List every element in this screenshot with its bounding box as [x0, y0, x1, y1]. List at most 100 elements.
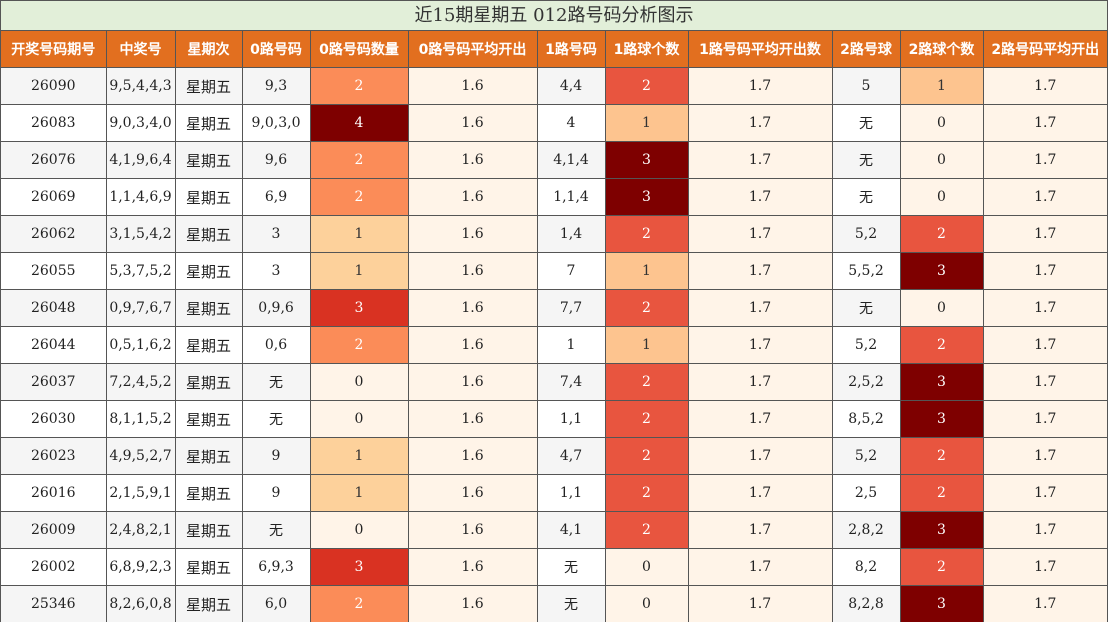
route1-numbers-cell: 4 [536, 104, 606, 142]
issue-cell: 26009 [1, 511, 107, 549]
winning-numbers-cell: 2,1,5,9,1 [105, 474, 176, 512]
table-row: 25346 8,2,6,0,8 星期五 6,0 2 1.6 无 0 1.7 8,2,8 3 1.7 [1, 585, 1107, 622]
route1-avg-cell: 1.7 [687, 585, 833, 622]
winning-numbers-cell: 1,1,4,6,9 [105, 178, 176, 216]
route0-avg-cell: 1.6 [407, 104, 538, 142]
route0-count-cell: 2 [309, 141, 409, 179]
route2-numbers-cell: 无 [831, 289, 901, 327]
issue-cell: 26030 [1, 400, 107, 438]
route0-count-cell: 0 [309, 400, 409, 438]
winning-numbers-cell: 4,1,9,6,4 [105, 141, 176, 179]
route0-numbers-cell: 无 [241, 400, 311, 438]
route2-avg-cell: 1.7 [982, 585, 1107, 622]
route0-avg-cell: 1.6 [407, 215, 538, 253]
route2-count-cell: 0 [899, 141, 984, 179]
weekday-cell: 星期五 [174, 585, 243, 622]
route2-avg-cell: 1.7 [982, 474, 1107, 512]
route2-numbers-cell: 5,2 [831, 215, 901, 253]
issue-cell: 26037 [1, 363, 107, 401]
issue-cell: 26044 [1, 326, 107, 364]
route1-avg-cell: 1.7 [687, 67, 833, 105]
route0-numbers-cell: 0,9,6 [241, 289, 311, 327]
route1-avg-cell: 1.7 [687, 141, 833, 179]
winning-numbers-cell: 4,9,5,2,7 [105, 437, 176, 475]
route0-count-cell: 4 [309, 104, 409, 142]
header-cell-route0-count: 0路号码数量 [309, 31, 409, 68]
weekday-cell: 星期五 [174, 252, 243, 290]
table-row: 26009 2,4,8,2,1 星期五无 0 1.6 4,1 2 1.7 2,8,2 3 1.7 [1, 511, 1107, 549]
route0-numbers-cell: 6,9,3 [241, 548, 311, 586]
route1-count-cell: 2 [604, 215, 689, 253]
route0-count-cell: 2 [309, 178, 409, 216]
route1-count-cell: 2 [604, 437, 689, 475]
route1-count-cell: 2 [604, 289, 689, 327]
route2-avg-cell: 1.7 [982, 548, 1107, 586]
route1-numbers-cell: 无 [536, 585, 606, 622]
weekday-cell: 星期五 [174, 104, 243, 142]
route2-count-cell: 0 [899, 104, 984, 142]
route1-numbers-cell: 4,7 [536, 437, 606, 475]
route1-avg-cell: 1.7 [687, 511, 833, 549]
route1-numbers-cell: 1,1 [536, 400, 606, 438]
route1-numbers-cell: 4,1,4 [536, 141, 606, 179]
table-row: 26055 5,3,7,5,2 星期五 3 1 1.6 7 1 1.7 5,5,2 3 1.7 [1, 252, 1107, 290]
route2-numbers-cell: 2,5 [831, 474, 901, 512]
route2-count-cell: 0 [899, 178, 984, 216]
route0-avg-cell: 1.6 [407, 437, 538, 475]
header-cell-route2-count: 2路球个数 [899, 31, 984, 68]
winning-numbers-cell: 0,9,7,6,7 [105, 289, 176, 327]
route2-numbers-cell: 5 [831, 67, 901, 105]
route1-numbers-cell: 无 [536, 548, 606, 586]
route1-count-cell: 1 [604, 326, 689, 364]
header-cell-route1-numbers: 1路号码 [536, 31, 606, 68]
route1-count-cell: 3 [604, 141, 689, 179]
route2-avg-cell: 1.7 [982, 67, 1107, 105]
route2-avg-cell: 1.7 [982, 252, 1107, 290]
route2-avg-cell: 1.7 [982, 363, 1107, 401]
route2-numbers-cell: 无 [831, 178, 901, 216]
route1-avg-cell: 1.7 [687, 104, 833, 142]
route0-numbers-cell: 6,9 [241, 178, 311, 216]
route1-numbers-cell: 7 [536, 252, 606, 290]
route1-numbers-cell: 1 [536, 326, 606, 364]
route0-avg-cell: 1.6 [407, 400, 538, 438]
route2-count-cell: 2 [899, 548, 984, 586]
table-row: 26069 1,1,4,6,9 星期五 6,9 2 1.6 1,1,4 3 1.7 无 0 1.7 [1, 178, 1107, 216]
route0-avg-cell: 1.6 [407, 289, 538, 327]
route0-avg-cell: 1.6 [407, 585, 538, 622]
route2-count-cell: 3 [899, 252, 984, 290]
route0-numbers-cell: 3 [241, 252, 311, 290]
weekday-cell: 星期五 [174, 178, 243, 216]
route1-avg-cell: 1.7 [687, 474, 833, 512]
route0-numbers-cell: 9,0,3,0 [241, 104, 311, 142]
route1-numbers-cell: 1,4 [536, 215, 606, 253]
weekday-cell: 星期五 [174, 215, 243, 253]
issue-cell: 25346 [1, 585, 107, 622]
table-title: 近15期星期五 012路号码分析图示 [1, 1, 1107, 31]
route2-numbers-cell: 8,2 [831, 548, 901, 586]
winning-numbers-cell: 9,5,4,4,3 [105, 67, 176, 105]
header-cell-route0-avg: 0路号码平均开出 [407, 31, 538, 68]
route1-count-cell: 1 [604, 252, 689, 290]
route2-count-cell: 2 [899, 326, 984, 364]
route1-count-cell: 2 [604, 363, 689, 401]
route2-count-cell: 3 [899, 511, 984, 549]
route2-numbers-cell: 无 [831, 141, 901, 179]
weekday-cell: 星期五 [174, 474, 243, 512]
table-row: 26048 0,9,7,6,7 星期五 0,9,6 3 1.6 7,7 2 1.7 无 0 1.7 [1, 289, 1107, 327]
route2-numbers-cell: 8,2,8 [831, 585, 901, 622]
weekday-cell: 星期五 [174, 289, 243, 327]
route2-numbers-cell: 5,2 [831, 326, 901, 364]
route2-count-cell: 2 [899, 474, 984, 512]
route2-count-cell: 1 [899, 67, 984, 105]
route0-avg-cell: 1.6 [407, 326, 538, 364]
route2-avg-cell: 1.7 [982, 141, 1107, 179]
route2-avg-cell: 1.7 [982, 437, 1107, 475]
route2-count-cell: 0 [899, 289, 984, 327]
table-row: 26030 8,1,1,5,2 星期五无 0 1.6 1,1 2 1.7 8,5,2 3 1.7 [1, 400, 1107, 438]
route1-avg-cell: 1.7 [687, 215, 833, 253]
header-row: 开奖号码期号 中奖号 星期次 0路号码 0路号码数量 0路号码平均开出 1路号码… [1, 31, 1107, 68]
route2-avg-cell: 1.7 [982, 511, 1107, 549]
route1-numbers-cell: 4,1 [536, 511, 606, 549]
winning-numbers-cell: 9,0,3,4,0 [105, 104, 176, 142]
